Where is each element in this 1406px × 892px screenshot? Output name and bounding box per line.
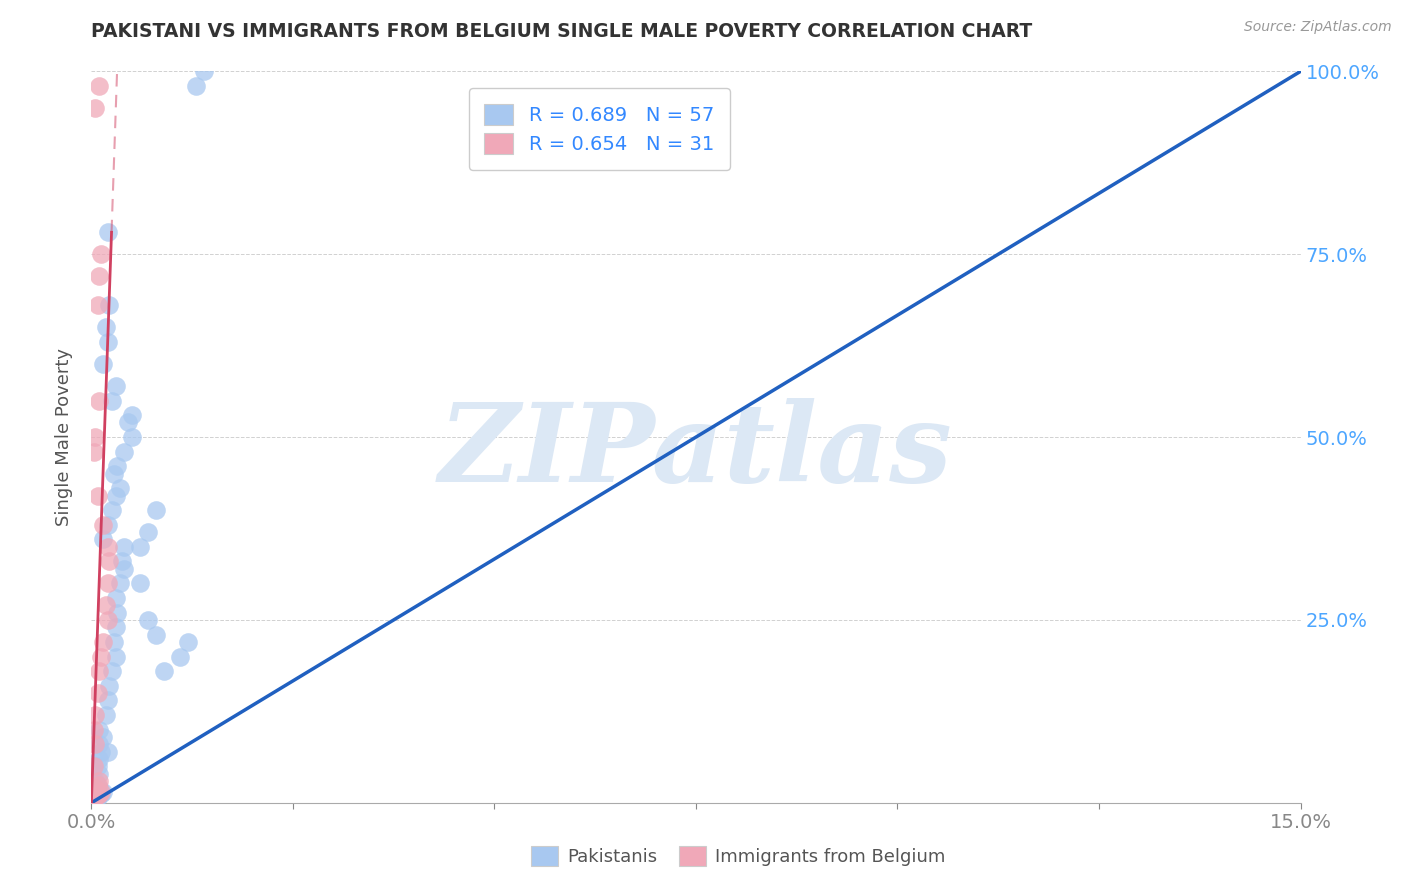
Point [89, 737, 111, 751]
Point [89, 789, 111, 803]
Point [87, 789, 110, 803]
Point [83, 792, 105, 806]
Point [90, 649, 112, 664]
Point [87, 789, 110, 804]
Legend: Pakistanis, Immigrants from Belgium: Pakistanis, Immigrants from Belgium [523, 839, 953, 873]
Point [98, 679, 121, 693]
Point [89, 269, 111, 284]
Point [145, 627, 167, 641]
Point [121, 430, 143, 444]
Y-axis label: Single Male Poverty: Single Male Poverty [55, 348, 73, 526]
Point [112, 540, 135, 554]
Point [121, 408, 143, 422]
Point [93, 785, 115, 799]
Point [94, 320, 117, 334]
Point [89, 393, 111, 408]
Point [93, 635, 115, 649]
Point [84, 781, 107, 796]
Point [186, 78, 208, 93]
Point [93, 357, 115, 371]
Point [84, 773, 107, 788]
Point [93, 533, 115, 547]
Point [89, 781, 111, 796]
Point [177, 635, 200, 649]
Point [84, 708, 107, 723]
Point [89, 787, 111, 801]
Point [87, 777, 110, 792]
Point [100, 393, 122, 408]
Point [96, 693, 118, 707]
Point [83, 723, 105, 737]
Point [96, 225, 118, 239]
Point [104, 379, 127, 393]
Point [96, 334, 118, 349]
Point [128, 576, 150, 591]
Point [103, 635, 125, 649]
Point [84, 430, 107, 444]
Point [83, 759, 105, 773]
Point [87, 686, 110, 700]
Point [89, 773, 111, 788]
Point [93, 730, 115, 744]
Point [96, 540, 118, 554]
Point [108, 576, 131, 591]
Point [89, 766, 111, 780]
Point [112, 562, 135, 576]
Point [87, 759, 110, 773]
Text: ZIPatlas: ZIPatlas [439, 398, 953, 506]
Point [94, 599, 117, 613]
Point [84, 101, 107, 115]
Point [84, 737, 107, 751]
Point [89, 664, 111, 678]
Point [96, 613, 118, 627]
Point [111, 554, 134, 568]
Point [84, 789, 107, 804]
Point [100, 503, 122, 517]
Point [193, 64, 215, 78]
Point [96, 745, 118, 759]
Point [89, 752, 111, 766]
Point [128, 540, 150, 554]
Point [153, 664, 176, 678]
Point [94, 708, 117, 723]
Point [104, 620, 127, 634]
Point [87, 489, 110, 503]
Legend: R = 0.689   N = 57, R = 0.654   N = 31: R = 0.689 N = 57, R = 0.654 N = 31 [468, 88, 730, 169]
Text: PAKISTANI VS IMMIGRANTS FROM BELGIUM SINGLE MALE POVERTY CORRELATION CHART: PAKISTANI VS IMMIGRANTS FROM BELGIUM SIN… [91, 22, 1032, 41]
Point [83, 444, 105, 458]
Point [145, 503, 167, 517]
Point [169, 649, 191, 664]
Point [105, 606, 128, 620]
Point [136, 525, 159, 540]
Point [136, 613, 159, 627]
Point [84, 792, 107, 806]
Point [89, 723, 111, 737]
Point [98, 298, 121, 312]
Point [104, 489, 127, 503]
Point [104, 649, 127, 664]
Point [87, 298, 110, 312]
Point [90, 785, 112, 799]
Point [93, 517, 115, 532]
Point [105, 459, 128, 474]
Point [90, 787, 112, 801]
Point [96, 517, 118, 532]
Point [112, 444, 135, 458]
Point [90, 247, 112, 261]
Point [96, 576, 118, 591]
Point [89, 78, 111, 93]
Text: Source: ZipAtlas.com: Source: ZipAtlas.com [1244, 20, 1392, 34]
Point [98, 554, 121, 568]
Point [103, 467, 125, 481]
Point [100, 664, 122, 678]
Point [108, 481, 131, 495]
Point [117, 416, 139, 430]
Point [104, 591, 127, 605]
Point [90, 745, 112, 759]
